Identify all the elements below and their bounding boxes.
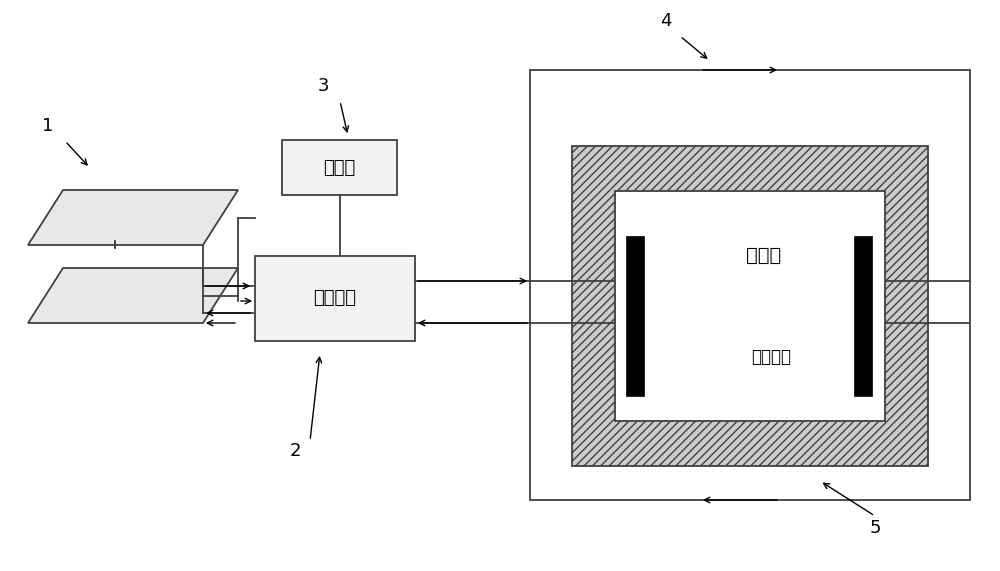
- Text: 4: 4: [660, 12, 672, 30]
- Bar: [530, 70, 970, 500]
- Text: 循环主机: 循环主机: [314, 289, 356, 308]
- Bar: [572, 146, 928, 466]
- Polygon shape: [28, 190, 238, 245]
- Polygon shape: [28, 268, 238, 323]
- Text: 烘干房: 烘干房: [746, 246, 781, 265]
- Bar: [255, 256, 415, 341]
- Text: 3: 3: [318, 77, 330, 95]
- Bar: [626, 236, 644, 396]
- Text: 5: 5: [870, 519, 882, 537]
- Text: 1: 1: [42, 117, 53, 135]
- Bar: [282, 140, 397, 195]
- Text: 2: 2: [290, 442, 302, 460]
- Text: 控制器: 控制器: [323, 159, 356, 176]
- Bar: [615, 191, 885, 421]
- Text: 发热系统: 发热系统: [752, 348, 792, 365]
- Bar: [854, 236, 872, 396]
